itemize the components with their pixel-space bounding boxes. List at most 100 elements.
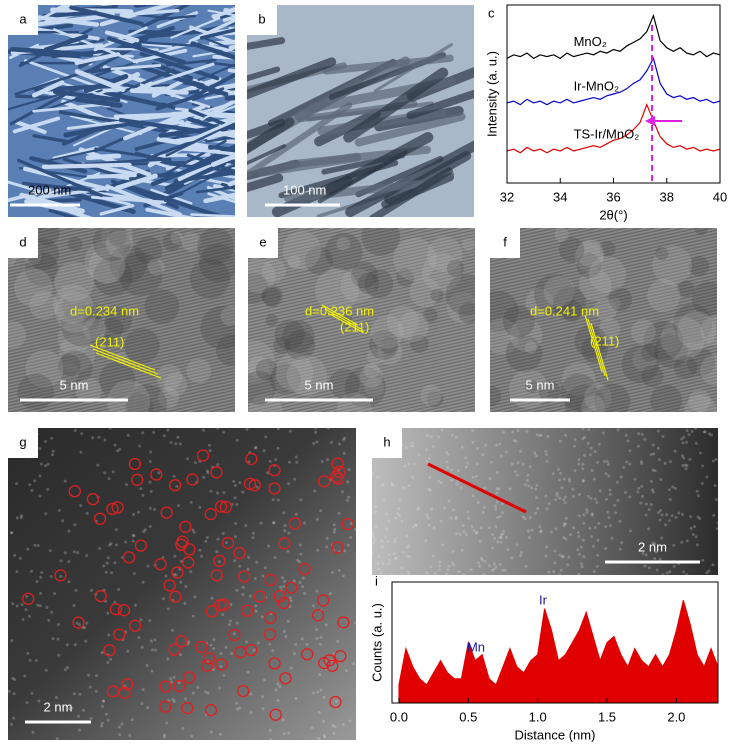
atom-column: [668, 460, 672, 464]
atom-column: [245, 428, 249, 431]
atom-column: [376, 562, 380, 566]
atom-column: [492, 562, 496, 566]
atom-column: [218, 686, 222, 690]
contrast-blob: [336, 392, 373, 412]
lattice-fringe: [8, 237, 235, 290]
atom-column: [482, 505, 486, 509]
atom-column: [681, 463, 685, 467]
atom-column: [372, 535, 375, 539]
atom-column: [337, 442, 341, 446]
atom-column: [563, 501, 567, 505]
atom-column: [585, 508, 589, 512]
atom-column: [446, 465, 450, 469]
atom-column: [539, 530, 543, 534]
lattice-fringe: [248, 295, 475, 348]
lattice-fringe: [560, 376, 717, 412]
atom-column: [519, 449, 523, 453]
atom-column: [545, 507, 549, 511]
nanorod: [222, 14, 235, 23]
atom-column: [27, 614, 31, 618]
contrast-blob: [163, 372, 188, 397]
contrast-blob: [699, 354, 717, 386]
atom-column: [77, 714, 81, 718]
atom-column: [61, 519, 65, 523]
contrast-blob: [62, 289, 95, 322]
atom-column: [572, 444, 576, 448]
atom-column: [660, 536, 664, 540]
atom-column: [148, 480, 152, 484]
lattice-fringe: [411, 397, 475, 412]
atom-column: [261, 574, 265, 578]
atom-column: [28, 658, 32, 662]
nanorod: [197, 148, 235, 156]
atom-column: [495, 491, 499, 495]
atom-column: [385, 527, 389, 531]
atom-column: [489, 460, 493, 464]
atom-column: [644, 502, 648, 506]
atom-column: [439, 481, 443, 485]
atom-column: [560, 486, 564, 490]
lattice-fringe: [368, 388, 475, 412]
atom-column: [536, 507, 540, 511]
atom-marker: [169, 590, 182, 603]
atom-column: [515, 543, 519, 547]
atom-column: [620, 541, 624, 545]
contrast-blob: [370, 315, 404, 349]
x-axis-title: Distance (nm): [515, 727, 596, 742]
atom-marker: [159, 680, 172, 693]
atom-column: [297, 560, 301, 564]
lattice-fringe: [490, 279, 717, 332]
atom-column: [109, 542, 113, 546]
contrast-blob: [88, 247, 126, 284]
atom-column: [232, 632, 236, 636]
micrograph: [247, 5, 474, 217]
atom-column: [471, 440, 475, 444]
atom-column: [131, 539, 135, 543]
contrast-blob: [608, 287, 633, 312]
profile-area: [398, 600, 719, 704]
atom-column: [495, 443, 499, 447]
atom-column: [332, 530, 336, 534]
nanorod: [207, 9, 235, 17]
nanorod: [69, 5, 144, 26]
atom-column: [80, 432, 84, 436]
atom-column: [139, 618, 143, 622]
atom-column: [282, 585, 286, 589]
atom-column: [558, 496, 562, 500]
contrast-blob: [99, 361, 136, 399]
lattice-fringe: [332, 380, 475, 412]
atom-column: [479, 556, 483, 560]
atom-column: [651, 541, 655, 545]
lattice-fringe: [248, 303, 475, 356]
contrast-blob: [118, 252, 163, 296]
atom-column: [256, 641, 260, 645]
y-axis-title: Intensity (a. u.): [484, 51, 499, 137]
atom-column: [181, 727, 185, 731]
lattice-fringe: [490, 269, 717, 322]
atom-column: [179, 653, 183, 657]
atom-column: [446, 452, 450, 456]
atom-column: [577, 534, 581, 538]
atom-column: [46, 462, 50, 466]
contrast-blob: [305, 246, 334, 275]
lattice-fringe: [8, 287, 235, 340]
atom-column: [582, 513, 586, 517]
atom-column: [288, 460, 292, 464]
fringe-marker: [321, 304, 359, 326]
lattice-fringe: [248, 317, 475, 370]
atom-column: [484, 443, 488, 447]
atom-column: [292, 579, 296, 583]
contrast-blob: [84, 240, 127, 283]
lattice-fringe: [8, 312, 235, 365]
lattice-fringe: [8, 288, 235, 341]
contrast-blob: [490, 385, 502, 406]
lattice-fringe: [248, 349, 475, 402]
atom-column: [604, 497, 608, 501]
atom-column: [317, 710, 321, 714]
lattice-fringe: [490, 268, 717, 320]
atom-column: [40, 570, 44, 574]
atom-column: [553, 561, 557, 565]
atom-column: [566, 563, 570, 567]
atom-column: [682, 456, 686, 460]
